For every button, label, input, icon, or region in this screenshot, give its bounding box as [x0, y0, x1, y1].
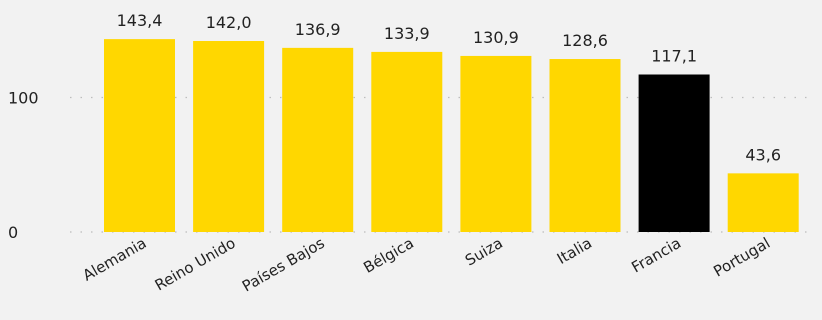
category-label-italia: Italia	[554, 234, 595, 268]
y-tick-label-0: 0	[8, 223, 18, 242]
value-label-suiza: 130,9	[473, 28, 519, 47]
y-axis: 0 100	[8, 89, 39, 243]
value-label-portugal: 43,6	[745, 145, 781, 164]
value-label-alemania: 143,4	[117, 11, 163, 30]
value-label-b-lgica: 133,9	[384, 24, 430, 43]
bar-alemania	[104, 39, 175, 232]
bar-reino-unido	[193, 41, 265, 233]
category-label-b-lgica: Bélgica	[360, 234, 416, 277]
category-label-pa-ses-bajos: Países Bajos	[239, 234, 328, 296]
bar-suiza	[460, 55, 532, 232]
category-label-suiza: Suiza	[462, 234, 506, 270]
category-label-portugal: Portugal	[710, 234, 773, 281]
value-labels: 143,4 142,0 136,9 133,9 130,9 128,6 117,1 43,6	[117, 11, 781, 164]
value-label-reino-unido: 142,0	[206, 13, 252, 32]
bar-b-lgica	[371, 51, 443, 233]
value-label-italia: 128,6	[562, 31, 608, 50]
bars	[104, 39, 799, 233]
category-label-francia: Francia	[628, 234, 684, 277]
category-label-alemania: Alemania	[80, 234, 150, 285]
bar-francia	[638, 74, 710, 232]
bar-italia	[549, 59, 621, 232]
category-labels: Alemania Reino Unido Países Bajos Bélgica Su…	[80, 234, 774, 296]
bar-pa-ses-bajos	[282, 47, 354, 232]
bar-portugal	[727, 173, 799, 232]
value-label-francia: 117,1	[651, 47, 697, 66]
y-tick-label-100: 100	[8, 89, 39, 108]
category-label-reino-unido: Reino Unido	[152, 234, 239, 295]
value-label-pa-ses-bajos: 136,9	[295, 20, 341, 39]
